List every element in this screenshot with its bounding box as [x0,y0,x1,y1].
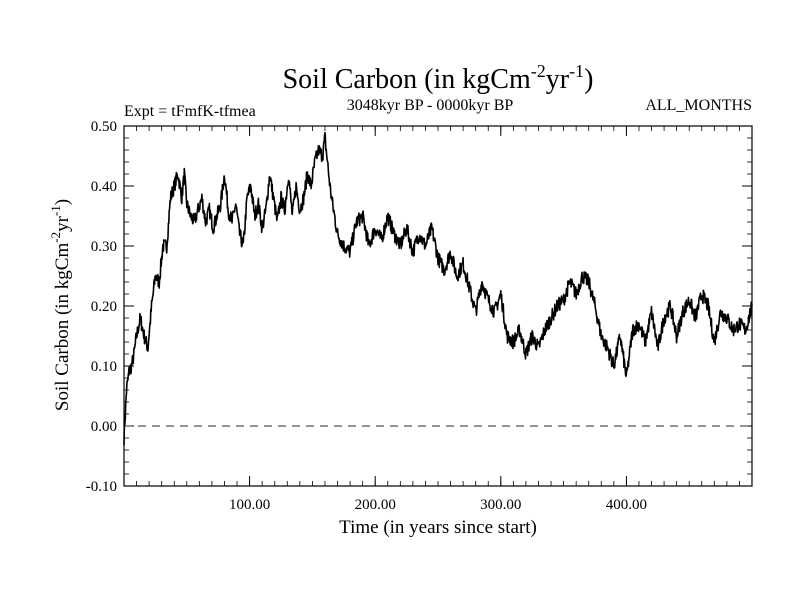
y-axis-label: Soil Carbon (in kgCm-2yr-1) [48,199,73,411]
y-tick-label: 0.20 [91,299,117,315]
y-tick-label: 0.30 [91,239,117,255]
x-tick-label: 400.00 [606,497,647,513]
time-range-label: 3048kyr BP - 0000kyr BP [347,97,514,114]
x-tick-label: 300.00 [480,497,521,513]
y-tick-label: 0.00 [91,419,117,435]
y-tick-label: 0.50 [91,119,117,135]
x-tick-label: 100.00 [229,497,270,513]
experiment-label: Expt = tFmfK-tfmea [124,103,256,120]
x-axis-label: Time (in years since start) [339,517,537,538]
plot-frame [123,125,753,487]
axis-ticks [124,125,752,487]
axis-tick-labels: -0.10 0.00 0.10 0.20 0.30 0.40 0.50 100.00 200.0… [86,119,647,513]
y-tick-label: 0.40 [91,179,117,195]
x-tick-label: 200.00 [355,497,396,513]
y-tick-label: -0.10 [86,479,117,495]
chart-title: Soil Carbon (in kgCm-2yr-1) [283,61,594,95]
y-tick-label: 0.10 [91,359,117,375]
soil-carbon-series-line [123,131,753,446]
months-label: ALL_MONTHS [645,97,752,114]
